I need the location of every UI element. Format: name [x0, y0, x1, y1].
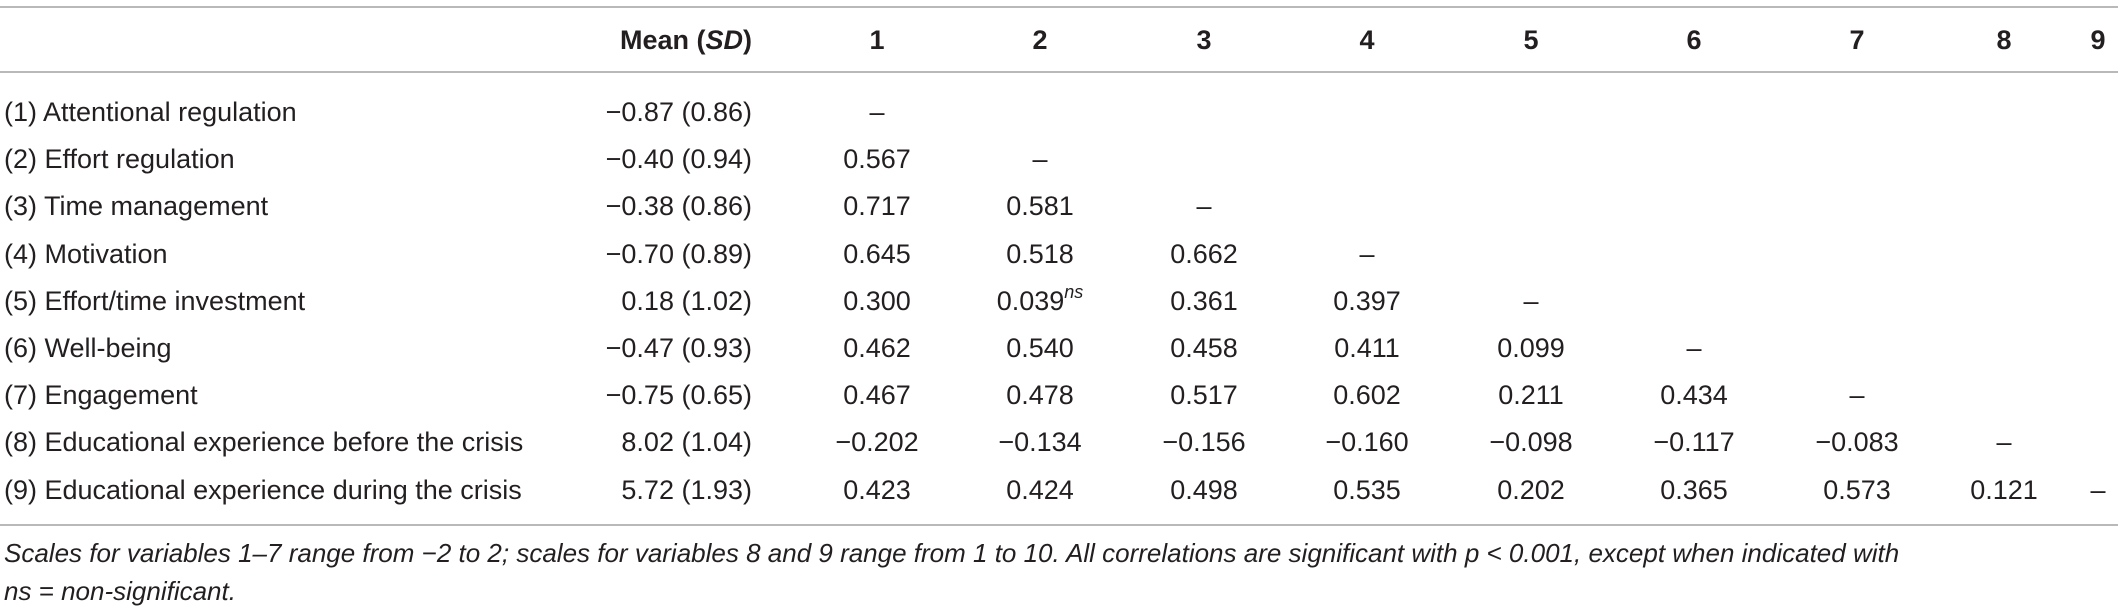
correlation-cell: 0.300: [843, 285, 911, 316]
row-label: (2) Effort regulation: [4, 144, 235, 175]
table-bottom-rule: [0, 524, 2118, 526]
correlation-cell: –: [1523, 285, 1539, 316]
correlation-cell: –: [1996, 427, 2012, 458]
correlation-cell: 0.458: [1170, 333, 1238, 363]
correlation-cell: 0.517: [1170, 380, 1238, 411]
correlation-cell: 0.365: [1660, 474, 1728, 505]
row-mean-sd: −0.75 (0.65): [605, 380, 752, 411]
correlation-cell: 0.662: [1170, 238, 1238, 269]
correlation-cell: –: [1849, 380, 1865, 411]
table-header-rule: [0, 71, 2118, 73]
column-header-2: 2: [1032, 25, 1048, 55]
row-label: (5) Effort/time investment: [4, 285, 306, 316]
column-header-1: 1: [869, 25, 885, 55]
correlation-cell: –: [1686, 333, 1702, 363]
correlation-cell: 0.573: [1823, 474, 1891, 505]
correlation-cell: −0.134: [998, 427, 1082, 458]
correlation-cell: 0.478: [1006, 380, 1074, 411]
row-label: (6) Well-being: [4, 333, 172, 363]
correlation-cell: 0.518: [1006, 238, 1074, 269]
table-top-rule: [0, 6, 2118, 8]
row-label: (4) Motivation: [4, 238, 168, 269]
footnote-line-1: Scales for variables 1–7 range from −2 t…: [4, 538, 1900, 568]
correlation-cell: –: [2090, 474, 2106, 505]
correlation-cell: 0.397: [1333, 285, 1401, 316]
column-header-6: 6: [1686, 25, 1702, 55]
non-significant-marker: ns: [1064, 281, 1084, 302]
correlation-cell: 0.424: [1006, 474, 1074, 505]
correlation-cell: 0.467: [843, 380, 911, 411]
table-footnote: Scales for variables 1–7 range from −2 t…: [4, 534, 2112, 610]
correlation-cell: –: [1196, 191, 1212, 222]
correlation-cell: 0.540: [1006, 333, 1074, 363]
correlation-cell: 0.099: [1497, 333, 1565, 363]
row-mean-sd: 8.02 (1.04): [621, 427, 752, 458]
correlation-cell: −0.117: [1653, 427, 1735, 458]
correlation-cell: −0.098: [1489, 427, 1573, 458]
correlation-cell: −0.083: [1815, 427, 1899, 458]
row-mean-sd: −0.87 (0.86): [605, 97, 752, 127]
correlation-cell: 0.535: [1333, 474, 1401, 505]
correlation-cell: 0.462: [843, 333, 911, 363]
correlation-cell: 0.202: [1497, 474, 1565, 505]
row-mean-sd: −0.47 (0.93): [605, 333, 752, 363]
row-label: (9) Educational experience during the cr…: [4, 474, 522, 505]
row-label: (1) Attentional regulation: [4, 97, 297, 127]
correlation-cell: –: [1359, 238, 1375, 269]
column-header-3: 3: [1196, 25, 1212, 55]
row-mean-sd: 0.18 (1.02): [621, 285, 752, 316]
correlation-cell: −0.160: [1325, 427, 1409, 458]
column-header-9: 9: [2090, 25, 2106, 55]
correlation-cell: –: [1032, 144, 1048, 175]
correlation-cell: 0.581: [1006, 191, 1074, 222]
column-header-7: 7: [1849, 25, 1865, 55]
correlation-cell: –: [869, 97, 885, 127]
correlation-cell: 0.498: [1170, 474, 1238, 505]
correlation-cell: 0.039ns: [996, 281, 1084, 316]
correlation-cell: 0.717: [843, 191, 911, 222]
correlation-cell: 0.361: [1170, 285, 1238, 316]
correlation-cell: −0.202: [835, 427, 919, 458]
correlation-cell: 0.211: [1498, 380, 1564, 411]
correlation-cell: 0.567: [843, 144, 911, 175]
correlation-cell: 0.602: [1333, 380, 1401, 411]
correlation-cell: 0.645: [843, 238, 911, 269]
column-header-4: 4: [1359, 25, 1375, 55]
row-mean-sd: −0.70 (0.89): [605, 238, 752, 269]
correlation-cell: 0.121: [1970, 474, 2038, 505]
correlation-cell: 0.411: [1334, 333, 1400, 363]
correlation-cell: 0.434: [1660, 380, 1728, 411]
mean-sd-header: Mean (SD): [619, 25, 752, 55]
row-mean-sd: −0.38 (0.86): [605, 191, 752, 222]
row-label: (8) Educational experience before the cr…: [4, 427, 524, 458]
row-label: (7) Engagement: [4, 380, 198, 411]
row-mean-sd: 5.72 (1.93): [621, 474, 752, 505]
row-mean-sd: −0.40 (0.94): [605, 144, 752, 175]
column-header-5: 5: [1523, 25, 1539, 55]
row-label: (3) Time management: [4, 191, 269, 222]
correlation-cell: −0.156: [1162, 427, 1246, 458]
correlation-cell: 0.423: [843, 474, 911, 505]
footnote-line-2: ns = non-significant.: [4, 576, 236, 606]
column-header-8: 8: [1996, 25, 2012, 55]
